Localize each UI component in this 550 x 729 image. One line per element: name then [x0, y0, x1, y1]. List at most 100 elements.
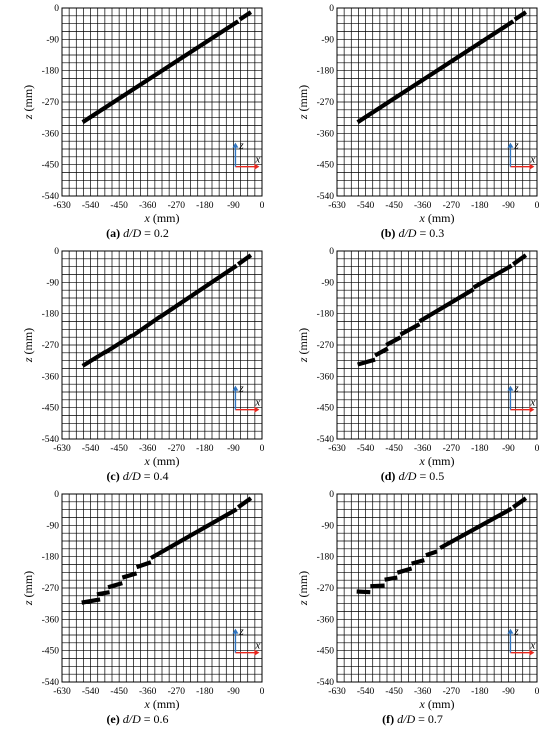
series-strip: [81, 253, 253, 368]
y-axis-label: z (mm): [296, 571, 310, 606]
x-axis-label: x (mm): [419, 211, 455, 225]
chart-panel-e: -630 -540 -450 -360 -270 -180 -90 0 0 -90 -180 -270…: [0, 486, 275, 729]
y-tick-label: -360: [42, 129, 60, 139]
plot-frame: [336, 250, 538, 440]
strip-segment: [356, 589, 371, 595]
caption-eq: = 0.3: [416, 226, 445, 240]
caption-letter: (a): [106, 226, 121, 240]
x-axis-label: x (mm): [144, 454, 180, 468]
triad-x-arrowhead: [529, 406, 535, 413]
grid: [61, 7, 263, 197]
strip-segment: [411, 558, 425, 566]
plot-frame: [336, 7, 538, 197]
x-tick-label: -630: [53, 687, 71, 697]
x-tick-label: -270: [443, 201, 461, 211]
caption-param: d/D: [398, 226, 417, 240]
axis-triad: xz: [232, 383, 260, 413]
plot-frame: [336, 493, 538, 683]
x-tick-label: -180: [196, 201, 214, 211]
x-tick-label: -360: [139, 687, 157, 697]
y-tick-label: -450: [42, 404, 60, 414]
y-tick-label: -270: [42, 341, 60, 351]
x-tick-label: -450: [385, 687, 403, 697]
x-tick-label: 0: [535, 687, 540, 697]
x-tick-label: -180: [196, 444, 214, 454]
triad-x-arrowhead: [529, 649, 535, 656]
strip-segment: [385, 335, 402, 347]
x-tick-label: -450: [110, 201, 128, 211]
caption-param: d/D: [123, 226, 142, 240]
x-tick-label: 0: [260, 687, 265, 697]
strip-segment: [81, 19, 240, 124]
triad-z-label: z: [238, 140, 244, 152]
x-tick-label: -540: [82, 201, 100, 211]
y-tick-label: -90: [321, 35, 334, 45]
chart-panel-c: -630 -540 -450 -360 -270 -180 -90 0 0 -90 -180 -270…: [0, 243, 275, 486]
y-axis-var: z: [21, 114, 35, 120]
caption-c: (c) d/D = 0.4: [0, 469, 275, 484]
strip-segment: [399, 322, 421, 337]
y-tick-label: -540: [317, 678, 335, 688]
strip-segment: [81, 349, 108, 368]
x-axis-label: x (mm): [144, 211, 180, 225]
y-tick-label: -360: [317, 129, 335, 139]
y-tick-label: 0: [329, 247, 334, 257]
x-tick-label: -450: [385, 444, 403, 454]
x-tick-label: -360: [414, 687, 432, 697]
caption-letter: (e): [106, 712, 120, 726]
x-tick-label: -90: [227, 444, 240, 454]
plot-frame: [61, 250, 263, 440]
strip-segment: [149, 507, 238, 560]
x-axis-label: x (mm): [419, 697, 455, 711]
series-strip: [356, 496, 528, 595]
y-tick-label: -360: [42, 372, 60, 382]
y-axis-unit: (mm): [296, 571, 310, 601]
y-tick-label: -540: [317, 435, 335, 445]
x-tick-label: -270: [168, 444, 186, 454]
caption-eq: = 0.6: [140, 712, 169, 726]
x-tick-label: -90: [502, 687, 515, 697]
y-tick-label: -270: [317, 98, 335, 108]
caption-param: d/D: [122, 469, 141, 483]
strip-segment: [356, 19, 515, 124]
caption-eq: = 0.5: [416, 469, 445, 483]
y-tick-label: -90: [46, 278, 59, 288]
y-tick-label: -270: [317, 341, 335, 351]
y-axis-label: z (mm): [21, 328, 35, 363]
caption-param: d/D: [122, 712, 141, 726]
grid: [61, 493, 263, 683]
y-axis-label: z (mm): [296, 85, 310, 120]
x-tick-label: -180: [471, 201, 489, 211]
chart-panel-a: -630 -540 -450 -360 -270 -180 -90 0 0 -90 -180 -270…: [0, 0, 275, 243]
series-strip: [81, 10, 253, 124]
triad-z-label: z: [238, 383, 244, 395]
strip-segment: [425, 549, 438, 558]
strip-segment: [513, 10, 528, 22]
triad-z-label: z: [513, 626, 519, 638]
plot-frame: [61, 493, 263, 683]
caption-a: (a) d/D = 0.2: [0, 226, 275, 241]
x-tick-label: -450: [110, 687, 128, 697]
y-tick-label: -540: [42, 192, 60, 202]
triad-x-label: x: [254, 397, 260, 409]
axis-triad: xz: [507, 626, 535, 656]
y-tick-label: -90: [46, 35, 59, 45]
x-tick-label: -450: [385, 201, 403, 211]
x-tick-label: -270: [443, 687, 461, 697]
caption-param: d/D: [398, 469, 417, 483]
x-axis-var: x: [419, 211, 426, 225]
x-tick-label: -180: [196, 687, 214, 697]
x-axis-unit: (mm): [425, 211, 455, 225]
x-tick-label: 0: [535, 444, 540, 454]
triad-x-arrowhead: [254, 163, 260, 170]
x-tick-label: 0: [260, 444, 265, 454]
x-tick-label: -180: [471, 687, 489, 697]
y-tick-label: -360: [317, 372, 335, 382]
y-tick-label: -540: [42, 435, 60, 445]
chart-c: -630 -540 -450 -360 -270 -180 -90 00-90-180-270…: [21, 247, 265, 468]
y-tick-label: -270: [42, 98, 60, 108]
x-tick-label: -540: [357, 201, 375, 211]
strip-segment: [439, 506, 513, 550]
caption-eq: = 0.2: [141, 226, 169, 240]
chart-d: -630 -540 -450 -360 -270 -180 -90 00-90-180-270…: [296, 247, 540, 468]
